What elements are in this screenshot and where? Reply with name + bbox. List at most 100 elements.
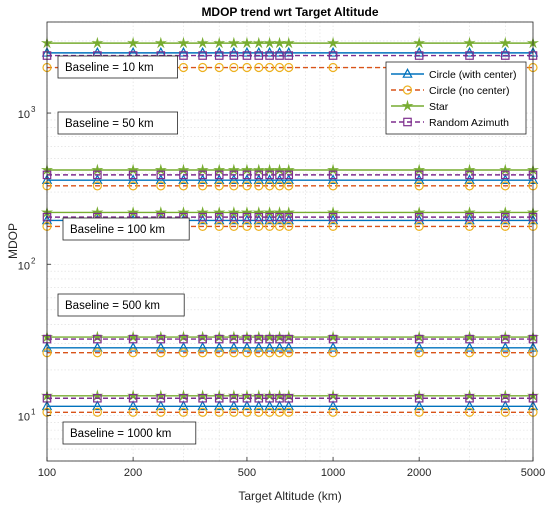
data-point [242, 212, 252, 222]
data-point [500, 212, 510, 222]
data-point [500, 400, 511, 411]
data-point [465, 212, 474, 222]
data-point [198, 170, 207, 180]
data-point [156, 170, 166, 180]
data-point [500, 393, 510, 403]
data-point [328, 393, 338, 403]
data-point [463, 206, 476, 218]
data-point [465, 334, 474, 344]
data-point [253, 400, 264, 411]
data-point [228, 400, 240, 411]
x-tick-label: 1000 [321, 467, 345, 479]
data-point [327, 36, 340, 49]
data-point [196, 206, 209, 218]
baseline-label-text: Baseline = 50 km [65, 118, 154, 130]
y-tick-exponent: 1 [31, 407, 36, 416]
data-point [264, 181, 275, 191]
data-point [229, 334, 239, 344]
data-point [242, 51, 252, 60]
data-point [179, 170, 188, 180]
data-point [328, 62, 338, 73]
data-point [198, 62, 208, 73]
data-point [214, 174, 225, 184]
data-point [413, 341, 425, 352]
baseline-group [40, 330, 540, 358]
data-point [328, 407, 338, 417]
y-tick-label: 10 [18, 109, 30, 121]
data-point [499, 206, 512, 218]
data-point [414, 407, 424, 417]
data-point [274, 221, 285, 231]
data-point [228, 341, 240, 352]
data-point [92, 341, 103, 352]
baseline-group [40, 163, 540, 191]
y-axis-label: MDOP [6, 223, 20, 259]
data-point [464, 400, 475, 411]
data-point [275, 393, 284, 403]
data-point [283, 174, 294, 184]
data-point [275, 212, 284, 222]
data-point [283, 400, 294, 411]
baseline-label-box [62, 217, 190, 241]
data-point [242, 348, 252, 358]
data-point [241, 400, 253, 411]
data-point [464, 174, 475, 184]
data-point [500, 181, 510, 191]
data-point [178, 181, 189, 191]
data-point [463, 36, 476, 49]
data-point [214, 348, 224, 358]
y-tick-label: 10 [18, 260, 30, 272]
data-point [500, 407, 510, 417]
data-point [241, 341, 253, 352]
baseline-label-box [57, 293, 185, 317]
data-point [403, 117, 412, 127]
data-point [328, 212, 338, 222]
data-point [179, 334, 188, 344]
data-point [229, 221, 239, 231]
data-point [328, 334, 338, 344]
data-point [500, 214, 511, 225]
data-point [264, 400, 275, 411]
data-point [254, 348, 264, 358]
legend-label: Star [429, 101, 449, 113]
data-point [284, 334, 294, 344]
data-point [198, 181, 208, 191]
x-tick-label: 200 [124, 467, 142, 479]
data-point [242, 407, 252, 417]
data-point [178, 400, 189, 411]
data-point [214, 407, 224, 417]
data-point [241, 214, 253, 225]
data-point [229, 212, 239, 222]
data-point [229, 407, 239, 417]
baseline-label-text: Baseline = 500 km [65, 300, 160, 312]
legend: Circle (with center) Circle (no center) St… [385, 61, 527, 135]
data-point [228, 214, 240, 225]
data-point [274, 181, 285, 191]
baseline-label-box [62, 421, 197, 445]
data-point [214, 400, 225, 411]
data-point [128, 181, 138, 191]
data-point [154, 206, 167, 218]
data-point [92, 181, 102, 191]
data-point [254, 62, 264, 73]
data-point [179, 51, 188, 60]
legend-entry: Circle (with center) [391, 68, 517, 81]
data-point [214, 341, 225, 352]
data-point [254, 221, 264, 231]
data-point [156, 407, 166, 417]
data-point [253, 174, 264, 184]
data-point [413, 36, 426, 49]
data-point [328, 51, 338, 60]
data-point [253, 341, 264, 352]
x-tick-label: 500 [238, 467, 256, 479]
legend-label: Random Azimuth [429, 117, 509, 129]
data-point [263, 36, 276, 49]
data-point [274, 400, 285, 411]
data-point [254, 212, 264, 222]
data-point [229, 62, 239, 73]
data-point [198, 51, 207, 60]
data-point [127, 36, 140, 49]
data-point [93, 334, 102, 344]
data-point [196, 36, 209, 49]
